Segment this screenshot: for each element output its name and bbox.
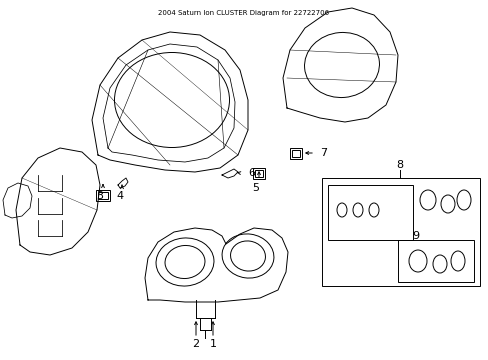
Text: 6: 6 [247, 168, 254, 178]
Bar [321, 178, 479, 286]
Bar [96, 190, 110, 201]
Text: 3: 3 [96, 191, 103, 201]
Text: 2004 Saturn Ion CLUSTER Diagram for 22722706: 2004 Saturn Ion CLUSTER Diagram for 2272… [158, 10, 329, 16]
Bar [98, 192, 108, 199]
Bar [327, 185, 412, 240]
Text: 9: 9 [411, 231, 418, 241]
Text: 5: 5 [252, 183, 259, 193]
Text: 4: 4 [116, 191, 123, 201]
Text: 7: 7 [319, 148, 326, 158]
Bar [397, 240, 473, 282]
Text: 1: 1 [209, 339, 216, 349]
Bar [291, 150, 299, 157]
Bar [289, 148, 302, 159]
Bar [252, 168, 264, 179]
Bar [254, 170, 263, 177]
Text: 8: 8 [396, 160, 403, 170]
Text: 2: 2 [192, 339, 199, 349]
